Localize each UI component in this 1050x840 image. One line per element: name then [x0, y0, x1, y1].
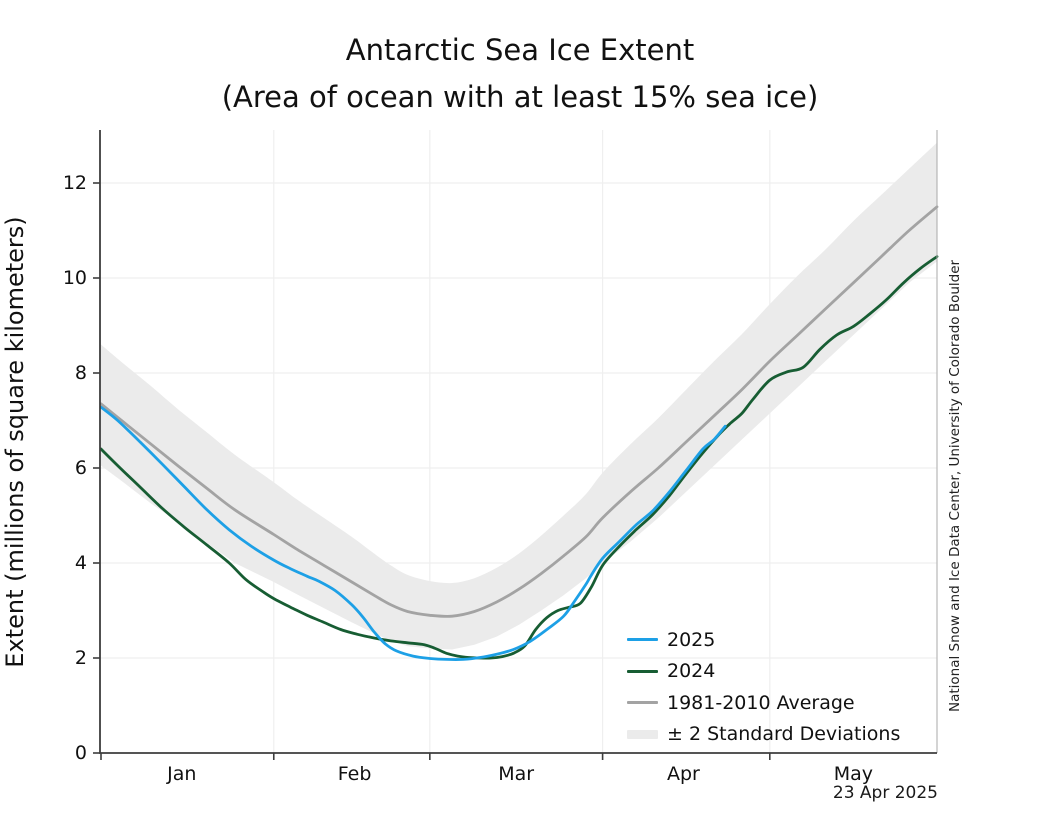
line-2025: [99, 405, 727, 661]
x-tick-label-may: May: [833, 763, 874, 785]
x-tick-label-mar: Mar: [498, 763, 535, 785]
legend-swatch-line: [627, 669, 658, 673]
legend-label: 2024: [667, 660, 716, 683]
x-tick-label-feb: Feb: [337, 763, 372, 785]
y-tick-label: 4: [74, 552, 87, 574]
legend-swatch-line: [627, 701, 658, 705]
line-1981-2010-average: [99, 205, 939, 618]
y-axis-label: Extent (millions of square kilometers): [1, 216, 29, 668]
legend-label: ± 2 Standard Deviations: [667, 723, 901, 746]
y-tick-label: 0: [74, 742, 87, 764]
std-deviation-band: [101, 142, 937, 650]
y-tick-label: 10: [62, 267, 87, 289]
legend-item: 2024: [627, 656, 900, 688]
line-2024: [99, 255, 939, 660]
credit-text: National Snow and Ice Data Center, Unive…: [947, 259, 963, 713]
legend-item: ± 2 Standard Deviations: [627, 719, 900, 751]
legend-swatch-line: [627, 638, 658, 642]
legend-swatch-band: [627, 729, 658, 739]
date-label: 23 Apr 2025: [832, 783, 938, 803]
chart-subtitle: (Area of ocean with at least 15% sea ice…: [221, 80, 819, 114]
legend-item: 1981-2010 Average: [627, 687, 900, 719]
x-tick-label-apr: Apr: [666, 763, 700, 785]
y-tick-label: 8: [74, 362, 87, 384]
legend-label: 2025: [667, 628, 716, 651]
y-tick-label: 12: [62, 172, 87, 194]
legend-item: 2025: [627, 624, 900, 656]
legend: 2025 2024 1981-2010 Average ± 2 Standard De…: [627, 624, 900, 750]
chart-title: Antarctic Sea Ice Extent: [345, 33, 695, 67]
legend-label: 1981-2010 Average: [667, 691, 855, 714]
y-tick-label: 2: [74, 647, 87, 669]
x-tick-label-jan: Jan: [167, 763, 197, 785]
y-tick-label: 6: [74, 457, 87, 479]
